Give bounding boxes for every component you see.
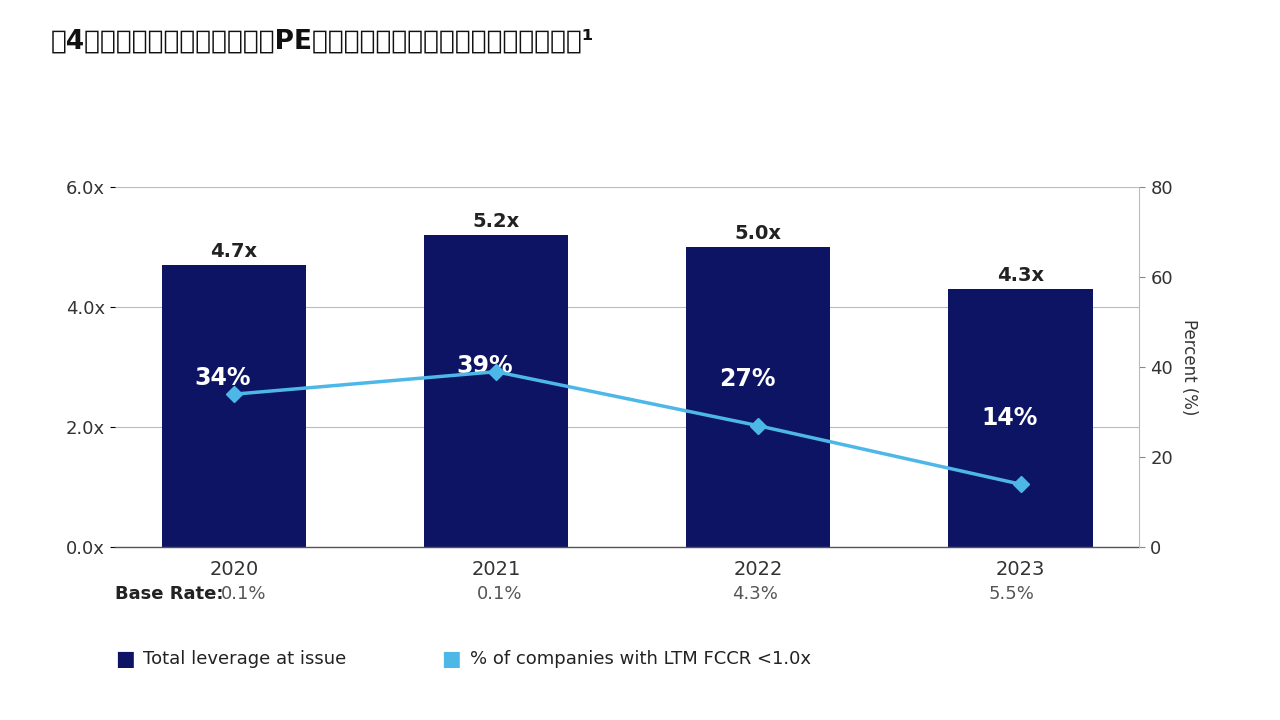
Bar bbox=[424, 235, 568, 547]
Text: 围4：かなり以前に組成されたPEファンドで投資された企業はより脆弱¹: 围4：かなり以前に組成されたPEファンドで投資された企業はより脆弱¹ bbox=[51, 29, 595, 55]
Text: Base Rate:: Base Rate: bbox=[115, 585, 224, 603]
Text: 4.3x: 4.3x bbox=[997, 266, 1044, 285]
Text: 39%: 39% bbox=[457, 354, 513, 378]
Text: 27%: 27% bbox=[719, 367, 776, 391]
Bar bbox=[161, 265, 306, 547]
Text: Total leverage at issue: Total leverage at issue bbox=[143, 649, 347, 668]
Text: 5.0x: 5.0x bbox=[735, 224, 782, 243]
Text: 4.3%: 4.3% bbox=[732, 585, 778, 603]
Bar bbox=[948, 289, 1093, 547]
Text: 34%: 34% bbox=[195, 366, 251, 390]
Text: % of companies with LTM FCCR <1.0x: % of companies with LTM FCCR <1.0x bbox=[470, 649, 810, 668]
Bar bbox=[686, 247, 831, 547]
Text: 14%: 14% bbox=[982, 406, 1038, 431]
Y-axis label: Percent (%): Percent (%) bbox=[1180, 319, 1198, 415]
Text: ■: ■ bbox=[115, 649, 134, 669]
Text: 4.7x: 4.7x bbox=[210, 242, 257, 261]
Text: ■: ■ bbox=[442, 649, 461, 669]
Text: 0.1%: 0.1% bbox=[476, 585, 522, 603]
Text: 0.1%: 0.1% bbox=[220, 585, 266, 603]
Text: 5.5%: 5.5% bbox=[988, 585, 1034, 603]
Text: 5.2x: 5.2x bbox=[472, 212, 520, 231]
